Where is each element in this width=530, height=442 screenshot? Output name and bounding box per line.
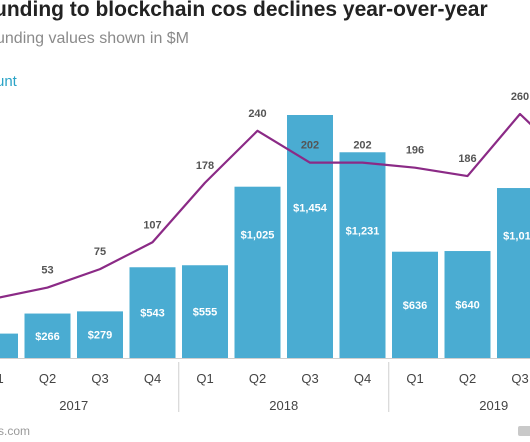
bar-value-label: $1,454 (293, 202, 328, 214)
quarter-tick-label: Q1 (196, 371, 213, 386)
bar (182, 265, 228, 358)
bar (444, 251, 491, 358)
quarter-tick-label: Q1 (0, 371, 4, 386)
bar-value-label: $1,231 (346, 225, 380, 237)
brand-logo-icon (518, 426, 530, 436)
bar-value-label: $266 (35, 331, 59, 343)
count-value-label: 260 (511, 91, 529, 103)
chart-subtitle: unding values shown in $M (0, 30, 190, 47)
bar (234, 186, 281, 358)
count-value-label: 75 (94, 246, 106, 258)
quarter-tick-label: Q3 (511, 371, 528, 386)
count-value-label: 202 (353, 140, 371, 152)
bar-value-label: $555 (193, 307, 217, 319)
quarter-tick-label: Q4 (144, 371, 161, 386)
count-value-label: 186 (458, 153, 476, 165)
year-label: 2017 (59, 398, 88, 413)
bar (392, 251, 438, 358)
bar-value-label: $279 (88, 330, 112, 342)
chart-title: unding to blockchain cos declines year-o… (0, 0, 488, 21)
deal-count-line (0, 112, 530, 299)
bar-value-label: $543 (140, 308, 164, 320)
bar-value-label: $1,025 (241, 230, 275, 242)
bar (287, 115, 333, 358)
year-label: 2019 (479, 398, 508, 413)
bar (497, 188, 530, 358)
count-value-label: 202 (301, 140, 319, 152)
quarter-tick-label: Q1 (406, 371, 423, 386)
bar-value-label: $636 (403, 300, 427, 312)
year-label: 2018 (269, 398, 298, 413)
quarter-tick-label: Q3 (301, 371, 318, 386)
legend-deal-count: unt (0, 73, 17, 90)
quarter-tick-label: Q3 (91, 371, 108, 386)
quarter-tick-label: Q2 (249, 371, 266, 386)
quarter-tick-label: Q4 (354, 371, 371, 386)
count-value-label: 178 (196, 160, 214, 172)
bar (129, 267, 176, 358)
bar (24, 313, 71, 358)
quarter-tick-label: Q2 (39, 371, 56, 386)
count-value-label: 107 (143, 219, 161, 231)
bar-value-label: $1,017 (503, 231, 530, 243)
count-value-label: 240 (248, 108, 266, 120)
count-value-label: 53 (41, 265, 53, 277)
quarter-tick-label: Q2 (459, 371, 476, 386)
source-credit: s.com (0, 424, 31, 438)
bar (339, 152, 386, 358)
bar (0, 333, 18, 358)
bar (77, 311, 123, 358)
bar-value-label: $640 (455, 300, 479, 312)
count-value-label: 196 (406, 145, 424, 157)
